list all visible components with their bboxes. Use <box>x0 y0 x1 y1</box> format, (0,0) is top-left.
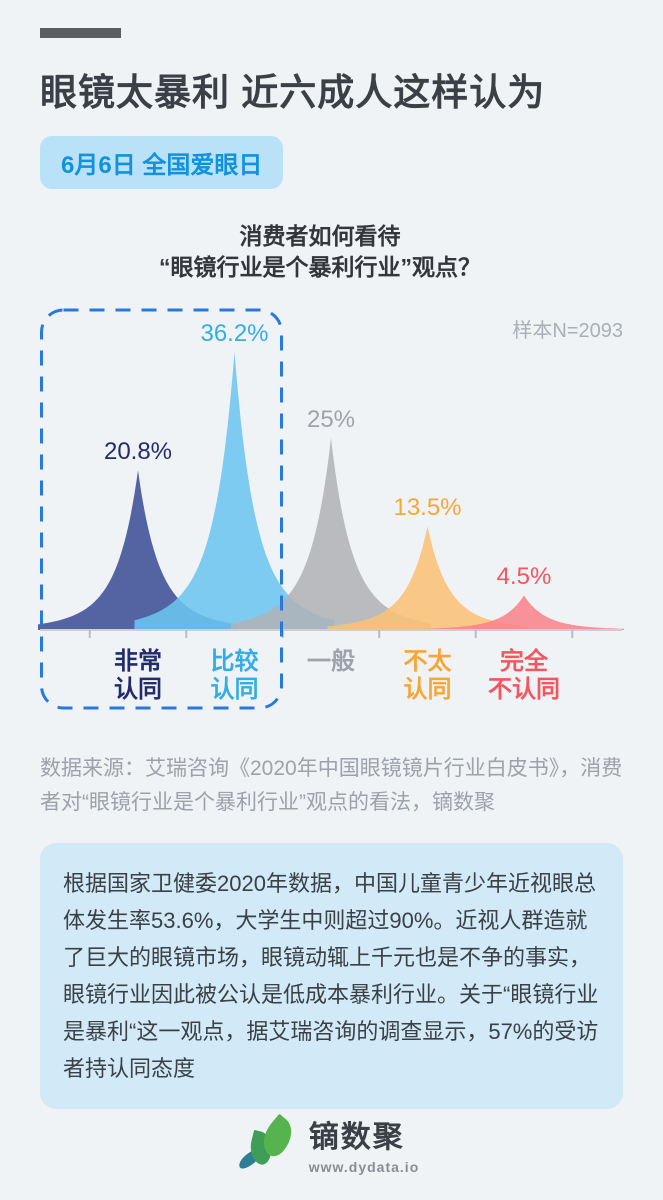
sample-size-note: 样本N=2093 <box>512 320 623 342</box>
footer-brand: 镝数聚 www.dydata.io <box>309 1112 420 1175</box>
category-label-line: 一般 <box>307 648 355 675</box>
category-label-line: 认同 <box>210 676 259 703</box>
distribution-peak-非常认同 <box>38 470 238 630</box>
category-label-line: 非常 <box>114 648 162 675</box>
category-label-一般: 一般 <box>269 648 393 676</box>
category-label-line: 认同 <box>114 676 162 703</box>
category-label-完全不认同: 完全 不认同 <box>462 648 586 704</box>
distribution-peak-完全不认同 <box>424 595 624 630</box>
value-label-不太认同: 13.5% <box>393 494 462 522</box>
summary-box: 根据国家卫健委2020年数据，中国儿童青少年近视眼总体发生率53.6%，大学生中… <box>40 843 623 1109</box>
category-label-非常认同: 非常 认同 <box>76 648 200 704</box>
value-label-完全不认同: 4.5% <box>496 563 552 591</box>
value-label-非常认同: 20.8% <box>103 438 173 466</box>
category-label-不太认同: 不太 认同 <box>366 648 490 704</box>
distribution-peak-一般 <box>231 438 431 630</box>
distribution-peak-比较认同 <box>134 352 335 630</box>
distribution-peak-不太认同 <box>327 526 528 630</box>
date-badge: 6月6日 全国爱眼日 <box>40 136 284 189</box>
category-label-line: 比较 <box>210 648 259 675</box>
brand-name: 镝数聚 <box>308 1121 405 1154</box>
page-title: 眼镜太暴利 近六成人这样认为 <box>40 72 546 113</box>
chart-title: 消费者如何看待 “眼镜行业是个暴利行业”观点？ <box>10 221 630 283</box>
category-label-line: 认同 <box>403 676 452 703</box>
category-label-line: 完全 <box>500 648 548 675</box>
data-source-note: 数据来源：艾瑞咨询《2020年中国眼镜镜片行业白皮书》，消费者对“眼镜行业是个暴… <box>40 757 623 814</box>
category-label-比较认同: 比较 认同 <box>173 648 297 704</box>
chart-title-line2: “眼镜行业是个暴利行业”观点？ <box>159 254 481 280</box>
chart-canvas <box>38 308 624 710</box>
summary-text: 根据国家卫健委2020年数据，中国儿童青少年近视眼总体发生率53.6%，大学生中… <box>63 871 599 1081</box>
agreement-distribution-chart: 20.8% 非常 认同 36.2% 比较 认同 25% 一般 13.5% 不太 认同 4.5% 完全 不认… <box>0 300 663 720</box>
value-label-一般: 25% <box>306 406 356 433</box>
category-label-line: 不认同 <box>488 676 560 703</box>
brand-url: www.dydata.io <box>308 1159 420 1175</box>
accent-dash <box>40 28 121 38</box>
category-label-line: 不太 <box>403 648 452 675</box>
footer: 镝数聚 www.dydata.io <box>0 1112 663 1175</box>
chart-title-line1: 消费者如何看待 <box>239 223 401 249</box>
dydata-leaf-logo-icon <box>235 1113 300 1172</box>
value-label-比较认同: 36.2% <box>200 320 269 347</box>
highlight-dashed-box <box>40 308 283 710</box>
